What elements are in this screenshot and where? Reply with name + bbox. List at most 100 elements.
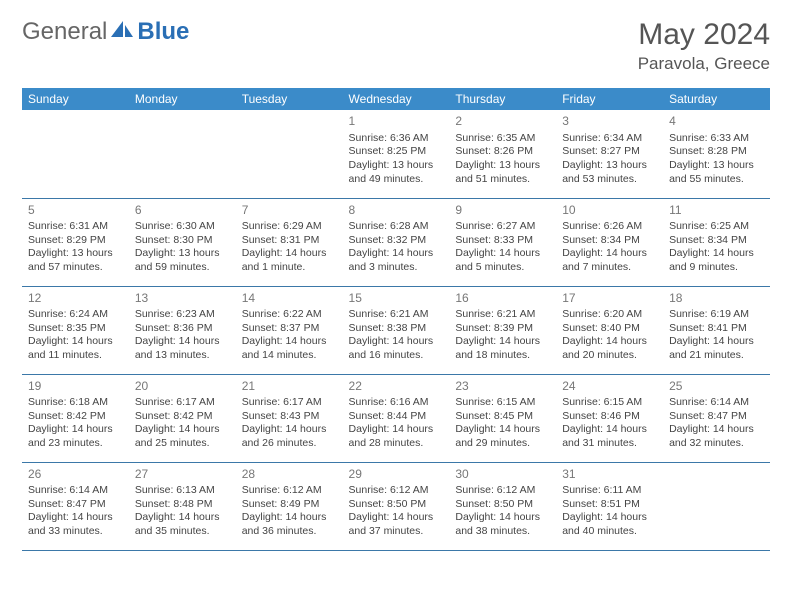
sunset-text: Sunset: 8:46 PM (562, 410, 657, 424)
calendar-day-cell (236, 110, 343, 198)
sunset-text: Sunset: 8:51 PM (562, 498, 657, 512)
daylight-text: Daylight: 14 hours and 26 minutes. (242, 423, 337, 450)
calendar-day-cell: 21Sunrise: 6:17 AMSunset: 8:43 PMDayligh… (236, 374, 343, 462)
day-number: 30 (455, 467, 550, 483)
daylight-text: Daylight: 14 hours and 13 minutes. (135, 335, 230, 362)
sunrise-text: Sunrise: 6:12 AM (242, 484, 337, 498)
calendar-day-cell: 3Sunrise: 6:34 AMSunset: 8:27 PMDaylight… (556, 110, 663, 198)
sunrise-text: Sunrise: 6:15 AM (455, 396, 550, 410)
sunset-text: Sunset: 8:27 PM (562, 145, 657, 159)
sunset-text: Sunset: 8:47 PM (669, 410, 764, 424)
brand-part2: Blue (137, 18, 189, 46)
day-number: 11 (669, 203, 764, 219)
sunset-text: Sunset: 8:42 PM (135, 410, 230, 424)
day-header: Wednesday (343, 88, 450, 110)
daylight-text: Daylight: 14 hours and 16 minutes. (349, 335, 444, 362)
calendar-day-cell: 27Sunrise: 6:13 AMSunset: 8:48 PMDayligh… (129, 462, 236, 550)
sunrise-text: Sunrise: 6:33 AM (669, 132, 764, 146)
calendar-day-cell: 15Sunrise: 6:21 AMSunset: 8:38 PMDayligh… (343, 286, 450, 374)
day-number: 17 (562, 291, 657, 307)
calendar-day-cell (129, 110, 236, 198)
sunrise-text: Sunrise: 6:14 AM (669, 396, 764, 410)
sunset-text: Sunset: 8:33 PM (455, 234, 550, 248)
day-number: 6 (135, 203, 230, 219)
calendar-day-cell: 10Sunrise: 6:26 AMSunset: 8:34 PMDayligh… (556, 198, 663, 286)
day-number: 13 (135, 291, 230, 307)
daylight-text: Daylight: 14 hours and 25 minutes. (135, 423, 230, 450)
daylight-text: Daylight: 14 hours and 38 minutes. (455, 511, 550, 538)
day-number: 9 (455, 203, 550, 219)
sunset-text: Sunset: 8:29 PM (28, 234, 123, 248)
calendar-day-cell (22, 110, 129, 198)
day-number: 1 (349, 114, 444, 130)
calendar-week-row: 19Sunrise: 6:18 AMSunset: 8:42 PMDayligh… (22, 374, 770, 462)
daylight-text: Daylight: 13 hours and 57 minutes. (28, 247, 123, 274)
day-number: 20 (135, 379, 230, 395)
brand-part1: General (22, 18, 107, 46)
sunset-text: Sunset: 8:36 PM (135, 322, 230, 336)
day-number: 28 (242, 467, 337, 483)
day-number: 29 (349, 467, 444, 483)
sunset-text: Sunset: 8:50 PM (349, 498, 444, 512)
sunrise-text: Sunrise: 6:15 AM (562, 396, 657, 410)
calendar-day-cell: 9Sunrise: 6:27 AMSunset: 8:33 PMDaylight… (449, 198, 556, 286)
sunset-text: Sunset: 8:37 PM (242, 322, 337, 336)
calendar-day-cell: 14Sunrise: 6:22 AMSunset: 8:37 PMDayligh… (236, 286, 343, 374)
daylight-text: Daylight: 14 hours and 28 minutes. (349, 423, 444, 450)
daylight-text: Daylight: 13 hours and 53 minutes. (562, 159, 657, 186)
sunset-text: Sunset: 8:26 PM (455, 145, 550, 159)
daylight-text: Daylight: 14 hours and 1 minute. (242, 247, 337, 274)
calendar-week-row: 26Sunrise: 6:14 AMSunset: 8:47 PMDayligh… (22, 462, 770, 550)
day-header: Thursday (449, 88, 556, 110)
day-header-row: Sunday Monday Tuesday Wednesday Thursday… (22, 88, 770, 110)
daylight-text: Daylight: 14 hours and 29 minutes. (455, 423, 550, 450)
day-number: 27 (135, 467, 230, 483)
sunset-text: Sunset: 8:47 PM (28, 498, 123, 512)
calendar-day-cell: 7Sunrise: 6:29 AMSunset: 8:31 PMDaylight… (236, 198, 343, 286)
calendar-day-cell: 31Sunrise: 6:11 AMSunset: 8:51 PMDayligh… (556, 462, 663, 550)
daylight-text: Daylight: 14 hours and 37 minutes. (349, 511, 444, 538)
daylight-text: Daylight: 14 hours and 33 minutes. (28, 511, 123, 538)
calendar-week-row: 5Sunrise: 6:31 AMSunset: 8:29 PMDaylight… (22, 198, 770, 286)
calendar-week-row: 1Sunrise: 6:36 AMSunset: 8:25 PMDaylight… (22, 110, 770, 198)
day-number: 8 (349, 203, 444, 219)
sunset-text: Sunset: 8:30 PM (135, 234, 230, 248)
calendar-day-cell: 28Sunrise: 6:12 AMSunset: 8:49 PMDayligh… (236, 462, 343, 550)
daylight-text: Daylight: 13 hours and 49 minutes. (349, 159, 444, 186)
sail-icon (109, 18, 135, 46)
sunset-text: Sunset: 8:44 PM (349, 410, 444, 424)
daylight-text: Daylight: 14 hours and 9 minutes. (669, 247, 764, 274)
daylight-text: Daylight: 14 hours and 36 minutes. (242, 511, 337, 538)
sunset-text: Sunset: 8:25 PM (349, 145, 444, 159)
daylight-text: Daylight: 14 hours and 35 minutes. (135, 511, 230, 538)
location-label: Paravola, Greece (638, 54, 770, 74)
day-header: Friday (556, 88, 663, 110)
calendar-day-cell: 4Sunrise: 6:33 AMSunset: 8:28 PMDaylight… (663, 110, 770, 198)
sunset-text: Sunset: 8:35 PM (28, 322, 123, 336)
day-header: Saturday (663, 88, 770, 110)
sunrise-text: Sunrise: 6:25 AM (669, 220, 764, 234)
daylight-text: Daylight: 14 hours and 23 minutes. (28, 423, 123, 450)
sunrise-text: Sunrise: 6:20 AM (562, 308, 657, 322)
sunrise-text: Sunrise: 6:35 AM (455, 132, 550, 146)
day-header: Tuesday (236, 88, 343, 110)
sunrise-text: Sunrise: 6:14 AM (28, 484, 123, 498)
sunrise-text: Sunrise: 6:17 AM (135, 396, 230, 410)
sunrise-text: Sunrise: 6:22 AM (242, 308, 337, 322)
calendar-day-cell: 16Sunrise: 6:21 AMSunset: 8:39 PMDayligh… (449, 286, 556, 374)
calendar-day-cell: 19Sunrise: 6:18 AMSunset: 8:42 PMDayligh… (22, 374, 129, 462)
sunrise-text: Sunrise: 6:28 AM (349, 220, 444, 234)
title-block: May 2024 Paravola, Greece (638, 18, 770, 74)
calendar-day-cell: 22Sunrise: 6:16 AMSunset: 8:44 PMDayligh… (343, 374, 450, 462)
daylight-text: Daylight: 14 hours and 3 minutes. (349, 247, 444, 274)
sunrise-text: Sunrise: 6:21 AM (455, 308, 550, 322)
calendar-day-cell: 12Sunrise: 6:24 AMSunset: 8:35 PMDayligh… (22, 286, 129, 374)
daylight-text: Daylight: 14 hours and 21 minutes. (669, 335, 764, 362)
day-number: 10 (562, 203, 657, 219)
brand-logo: General Blue (22, 18, 189, 46)
day-number: 7 (242, 203, 337, 219)
calendar-day-cell: 29Sunrise: 6:12 AMSunset: 8:50 PMDayligh… (343, 462, 450, 550)
day-number: 18 (669, 291, 764, 307)
sunrise-text: Sunrise: 6:12 AM (349, 484, 444, 498)
daylight-text: Daylight: 13 hours and 51 minutes. (455, 159, 550, 186)
